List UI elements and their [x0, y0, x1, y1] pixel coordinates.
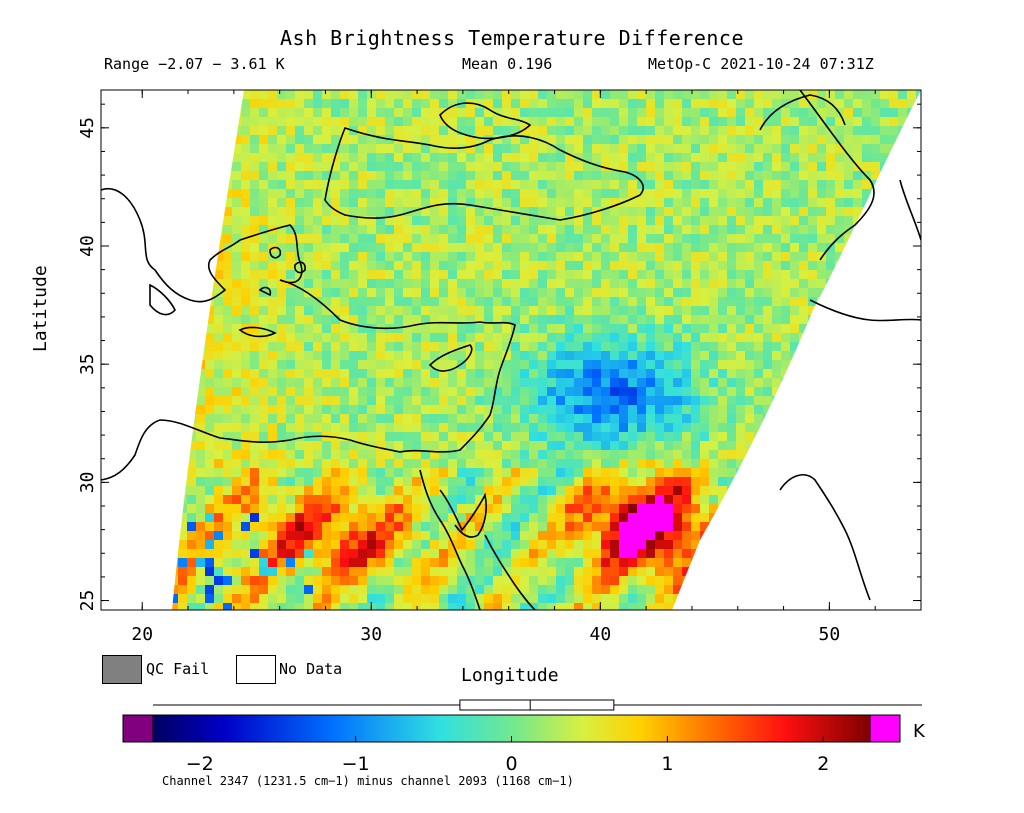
red-sea-west-coast — [419, 469, 481, 610]
no-data-label: No Data — [279, 660, 343, 678]
y-tick-label: 40 — [77, 235, 98, 257]
colorbar-tick-label: 1 — [661, 753, 673, 775]
colorbar-under-swatch — [122, 714, 154, 743]
crimea-coast — [439, 102, 532, 140]
cyprus-coast — [428, 344, 473, 372]
sinai-coast — [439, 489, 487, 538]
colorbar-box-iqr — [459, 699, 615, 711]
colorbar-tick-label: −2 — [186, 753, 214, 775]
y-tick-label: 30 — [77, 472, 98, 494]
colorbar-tick-label: −1 — [342, 753, 370, 775]
y-axis: 45 40 35 30 25 — [77, 103, 921, 612]
no-data-swatch — [236, 655, 276, 684]
y-tick-label: 45 — [77, 117, 98, 139]
qc-fail-swatch — [102, 655, 142, 684]
satellite-timestamp: MetOp-C 2021-10-24 07:31Z — [648, 55, 874, 73]
egypt-coast — [101, 419, 401, 481]
colorbar-unit: K — [913, 721, 926, 742]
anatolia-south-coast — [279, 279, 516, 453]
anatolia-west-coast — [239, 224, 303, 284]
range-stat: Range −2.07 − 3.61 K — [104, 55, 285, 73]
x-tick-label: 40 — [589, 624, 611, 645]
map-plot-area — [101, 90, 921, 610]
x-axis-label: Longitude — [461, 665, 559, 686]
x-axis: 20 30 40 50 — [131, 90, 922, 645]
qc-fail-label: QC Fail — [146, 660, 210, 678]
x-tick-label: 20 — [131, 624, 153, 645]
black-sea-coast — [324, 127, 644, 221]
caspian-coast — [759, 90, 875, 261]
colorbar-over-swatch — [869, 714, 901, 743]
mean-stat: Mean 0.196 — [462, 55, 553, 73]
red-sea-east-coast — [484, 534, 536, 610]
colorbar-tick-label: 0 — [505, 753, 517, 775]
figure-title: Ash Brightness Temperature Difference — [279, 26, 745, 50]
y-axis-label: Latitude — [30, 265, 51, 352]
y-tick-label: 35 — [77, 353, 98, 375]
x-tick-label: 50 — [819, 624, 841, 645]
greece-coast — [101, 188, 241, 316]
colorbar-ticks: −2 −1 0 1 2 K — [186, 721, 926, 775]
persian-gulf-coast — [779, 179, 921, 601]
iran-coast — [809, 299, 921, 322]
y-tick-label: 25 — [77, 590, 98, 612]
x-tick-label: 30 — [360, 624, 382, 645]
colorbar-tick-label: 2 — [817, 753, 829, 775]
channel-footnote: Channel 2347 (1231.5 cm−1) minus channel… — [162, 774, 574, 788]
coastlines — [101, 90, 921, 610]
plot-frame — [100, 89, 922, 611]
aegean-islands — [238, 246, 306, 338]
